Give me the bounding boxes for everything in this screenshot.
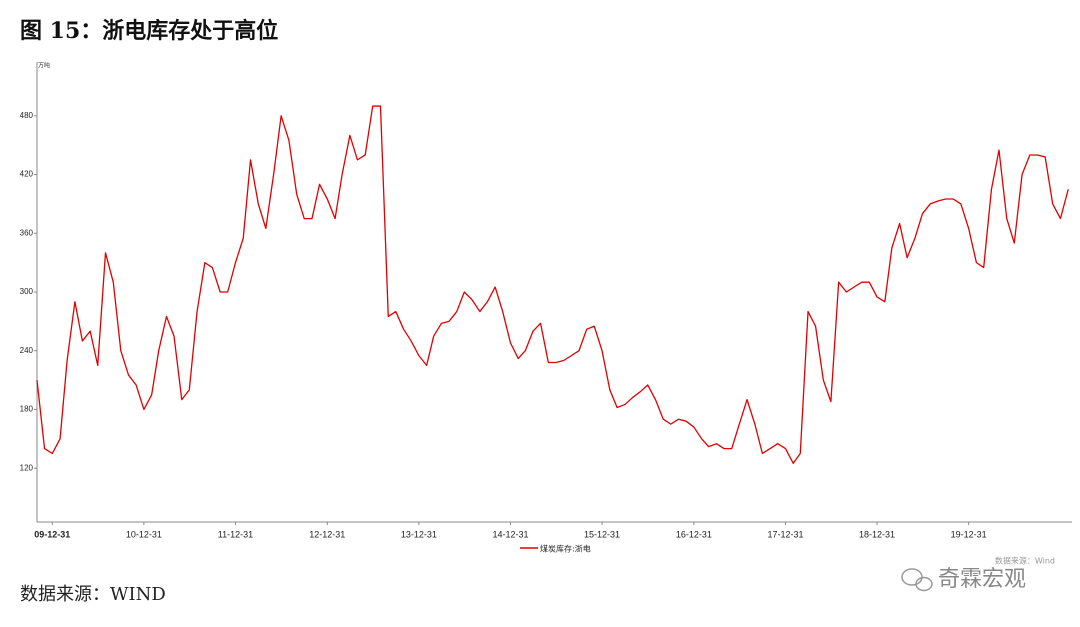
- caption: 数据来源：WIND: [20, 584, 166, 605]
- chart-title: 图 15：浙电库存处于高位: [20, 18, 278, 44]
- x-tick-label: 19-12-31: [951, 529, 987, 539]
- y-tick-label: 180: [20, 405, 34, 414]
- data-line: [36, 105, 1069, 464]
- x-tick-label: 15-12-31: [584, 529, 620, 539]
- x-tick-label: 16-12-31: [676, 529, 712, 539]
- watermark: 奇霖宏观: [938, 567, 1026, 592]
- y-tick-label: 300: [20, 287, 34, 296]
- x-tick-label: 14-12-31: [492, 529, 528, 539]
- x-tick-label: 17-12-31: [767, 529, 803, 539]
- y-tick-label: 420: [20, 170, 34, 179]
- x-tick-label: 18-12-31: [859, 529, 895, 539]
- x-tick-label: 12-12-31: [309, 529, 345, 539]
- wechat-icon: [901, 568, 933, 592]
- x-tick-label: 11-12-31: [218, 529, 253, 539]
- source-note: 数据来源：Wind: [995, 556, 1055, 566]
- y-unit: 万吨: [38, 62, 50, 70]
- y-tick-label: 480: [20, 111, 34, 120]
- y-tick-label: 240: [20, 346, 34, 355]
- y-tick-label: 120: [20, 463, 34, 472]
- x-tick-label: 13-12-31: [401, 529, 437, 539]
- x-tick-label: 10-12-31: [126, 529, 162, 539]
- legend-label: 煤炭库存:浙电: [540, 544, 591, 554]
- x-tick-label: 09-12-31: [34, 529, 70, 539]
- y-tick-label: 360: [20, 228, 34, 237]
